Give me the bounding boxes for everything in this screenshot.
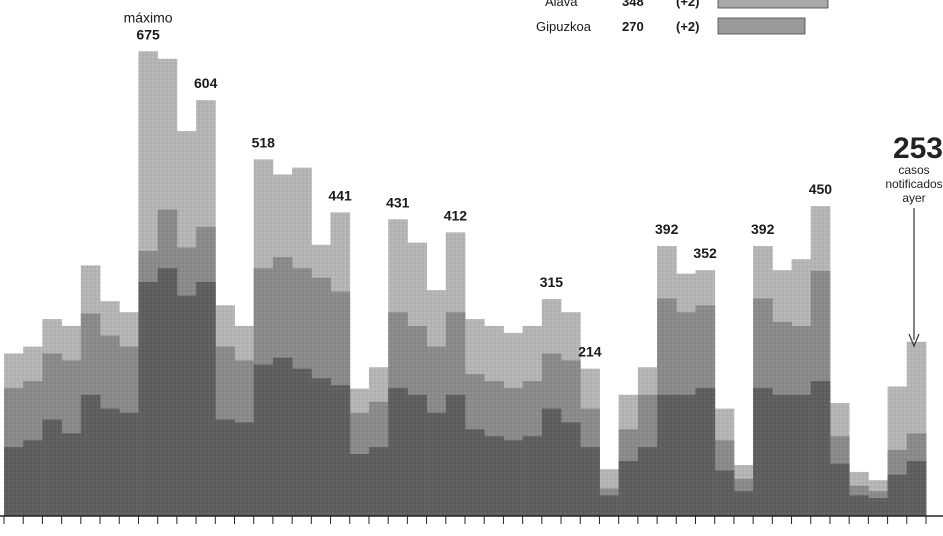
peak-label-431: 431 <box>386 194 410 210</box>
legend-swatch <box>717 17 806 35</box>
bar-texture-26 <box>503 440 524 516</box>
bar-texture-27 <box>522 436 543 516</box>
bar-texture-21 <box>407 394 427 516</box>
peak-label-214: 214 <box>578 344 602 360</box>
bar-texture-2 <box>42 419 63 516</box>
bar-texture-44 <box>849 495 869 516</box>
bar-texture-36 <box>695 387 716 516</box>
annotation-line3: ayer <box>902 191 925 205</box>
bar-texture-38 <box>733 491 754 516</box>
peak-label-441: 441 <box>328 187 352 203</box>
peak-label-352: 352 <box>693 245 717 261</box>
bar-texture-11 <box>215 419 235 516</box>
legend: Álava 348 (+2) Gipuzkoa 270 (+2) <box>536 0 829 35</box>
bar-texture-7 <box>138 281 159 516</box>
bar-texture-33 <box>637 447 658 516</box>
bar-texture-23 <box>445 394 466 516</box>
bar-texture-20 <box>388 387 408 516</box>
legend-name: Álava <box>545 0 578 9</box>
bar-texture-34 <box>657 394 677 516</box>
bar-texture-39 <box>753 387 773 516</box>
bar-texture-41 <box>791 394 812 516</box>
bar-texture-37 <box>714 470 735 516</box>
annotation-line1: casos <box>898 163 929 177</box>
bar-texture-8 <box>157 268 178 516</box>
bar-texture-47 <box>906 460 927 516</box>
bar-texture-16 <box>311 378 331 516</box>
bar-texture-5 <box>100 408 120 516</box>
bar-texture-17 <box>330 385 351 516</box>
peak-label-392: 392 <box>751 221 775 237</box>
bar-texture-18 <box>349 454 370 516</box>
bar-texture-14 <box>272 357 293 516</box>
bar-texture-45 <box>868 498 888 516</box>
bar-texture-40 <box>772 394 792 516</box>
peak-label-315: 315 <box>540 274 564 290</box>
bar-texture-13 <box>253 364 274 516</box>
bar-texture-12 <box>234 422 255 516</box>
legend-swatch <box>717 0 829 9</box>
peak-label-450: 450 <box>809 181 833 197</box>
bar-texture-42 <box>810 381 831 516</box>
legend-value: 270 <box>622 19 644 34</box>
bar-texture-22 <box>426 412 447 516</box>
legend-name: Gipuzkoa <box>536 19 592 34</box>
peak-caption: máximo <box>124 9 173 25</box>
bar-texture-32 <box>618 460 639 516</box>
bar-texture-25 <box>484 436 504 516</box>
bar-texture-24 <box>465 429 485 516</box>
bar-texture-3 <box>61 433 82 516</box>
bar-texture-1 <box>23 440 43 516</box>
bars-layer <box>4 51 927 517</box>
legend-item-gipuzkoa: Gipuzkoa 270 (+2) <box>536 17 806 35</box>
bar-texture-46 <box>887 474 908 516</box>
bar-texture-9 <box>176 295 197 516</box>
bar-texture-6 <box>119 412 139 516</box>
annotation-arrow-head <box>908 333 920 348</box>
legend-value: 348 <box>622 0 644 9</box>
peak-label-412: 412 <box>444 207 468 223</box>
bar-texture-19 <box>368 447 389 516</box>
bar-texture-4 <box>80 394 101 516</box>
annotation-value: 253 <box>893 132 943 165</box>
bar-texture-15 <box>292 368 312 516</box>
annotation-line2: notificados <box>885 177 942 191</box>
bar-texture-10 <box>196 281 216 516</box>
legend-item-alava: Álava 348 (+2) <box>545 0 829 9</box>
peak-label-518: 518 <box>252 134 276 150</box>
bar-texture-35 <box>676 394 696 516</box>
bar-texture-30 <box>580 447 600 516</box>
bar-texture-29 <box>561 422 581 516</box>
legend-change: (+2) <box>676 0 699 9</box>
peak-label-604: 604 <box>194 75 218 91</box>
bar-texture-43 <box>829 463 850 516</box>
legend-change: (+2) <box>676 19 699 34</box>
bar-texture-28 <box>541 408 562 516</box>
latest-annotation: 253 casos notificados ayer <box>885 132 943 348</box>
bar-texture-31 <box>599 495 620 516</box>
bar-texture-0 <box>4 447 24 516</box>
x-axis <box>0 515 943 524</box>
peak-label-392: 392 <box>655 221 679 237</box>
peak-label-675: 675 <box>136 26 160 42</box>
